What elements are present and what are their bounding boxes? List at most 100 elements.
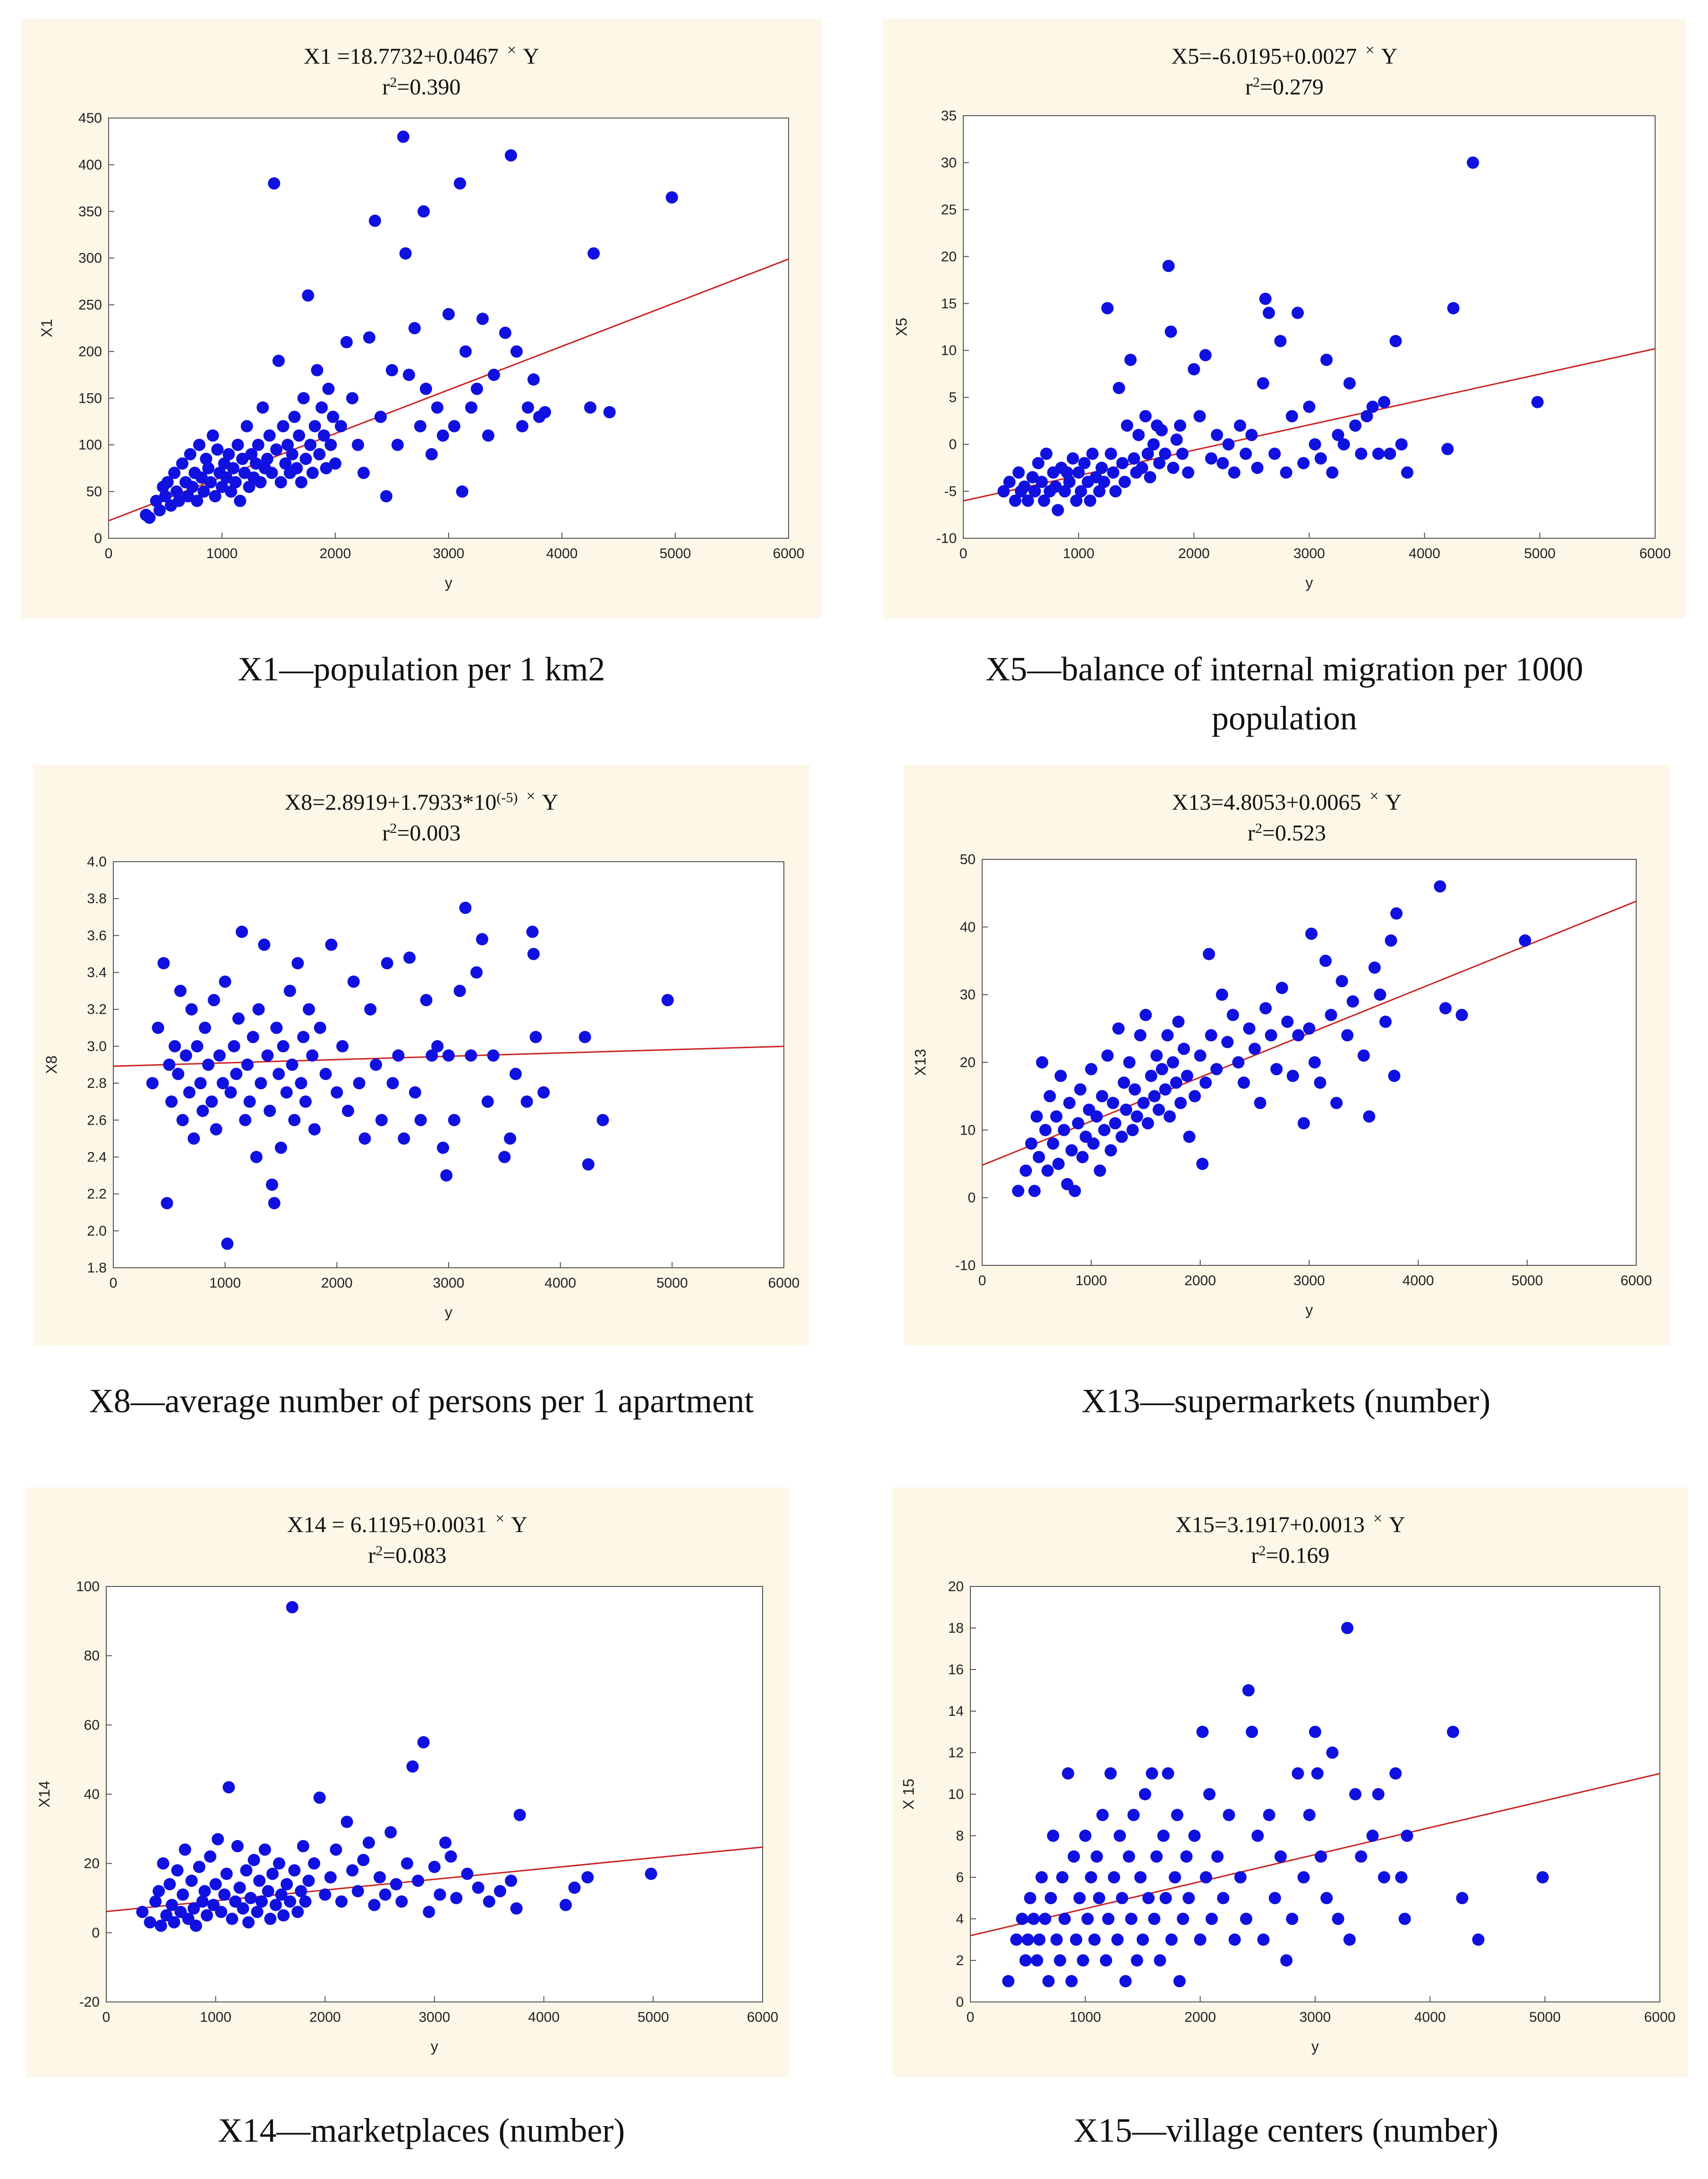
- data-point: [417, 205, 430, 218]
- data-point: [166, 1899, 178, 1911]
- data-point: [233, 1882, 246, 1894]
- y-tick-label: -20: [79, 1994, 100, 2010]
- data-point: [200, 452, 212, 465]
- data-point: [1257, 1933, 1270, 1946]
- data-point: [1314, 1077, 1326, 1089]
- data-point: [297, 1840, 309, 1852]
- x-tick-label: 2000: [309, 2009, 341, 2025]
- data-point: [1303, 1022, 1316, 1035]
- data-point: [1100, 1954, 1113, 1967]
- data-point: [1050, 1110, 1062, 1123]
- data-point: [1096, 1809, 1109, 1821]
- data-point: [1215, 988, 1228, 1001]
- data-point: [433, 1888, 446, 1901]
- data-point: [1162, 1767, 1174, 1780]
- data-point: [1113, 1830, 1126, 1842]
- data-point: [529, 1031, 542, 1043]
- data-point: [1309, 438, 1321, 451]
- x-tick-label: 1000: [209, 1275, 241, 1291]
- data-point: [1111, 1933, 1124, 1946]
- data-point: [1378, 1871, 1390, 1883]
- data-point: [185, 1003, 198, 1016]
- data-point: [527, 948, 540, 960]
- data-point: [1305, 927, 1318, 940]
- data-point: [1379, 1016, 1392, 1028]
- data-point: [1070, 1933, 1082, 1946]
- data-point: [1130, 1954, 1143, 1967]
- data-point: [237, 1902, 249, 1915]
- data-point: [465, 401, 477, 414]
- x-tick-label: 5000: [637, 2009, 669, 2025]
- data-point: [234, 494, 246, 507]
- data-point: [184, 448, 196, 460]
- data-point: [380, 490, 392, 502]
- data-point: [351, 1885, 364, 1898]
- r-exponent: 2: [1255, 821, 1262, 836]
- data-point: [340, 1815, 353, 1828]
- data-point: [1058, 485, 1071, 498]
- data-point: [526, 925, 539, 938]
- data-point: [510, 345, 523, 358]
- data-point: [390, 1878, 402, 1891]
- data-point: [1240, 1913, 1252, 1925]
- y-tick-label: 3.4: [87, 965, 107, 981]
- data-point: [499, 326, 511, 339]
- data-point: [1238, 1077, 1250, 1089]
- data-point: [1303, 1809, 1316, 1821]
- data-point: [1069, 1185, 1081, 1197]
- data-point: [283, 984, 296, 997]
- data-point: [191, 494, 204, 507]
- multiply-sign: ×: [495, 1510, 504, 1527]
- data-point: [1119, 1975, 1132, 1987]
- data-point: [265, 466, 278, 479]
- data-point: [250, 457, 262, 470]
- data-point: [299, 1095, 312, 1108]
- data-point: [1028, 1185, 1041, 1197]
- y-tick-label: 0: [968, 1190, 976, 1206]
- data-point: [286, 1059, 298, 1071]
- data-point: [261, 452, 273, 465]
- y-tick-label: 400: [78, 157, 102, 173]
- data-point: [230, 1068, 243, 1080]
- r-exponent: 2: [375, 1543, 382, 1559]
- data-point: [152, 1021, 164, 1034]
- data-point: [220, 1867, 233, 1880]
- x-axis-label: y: [445, 1304, 452, 1321]
- data-point: [381, 957, 393, 969]
- data-point: [1519, 934, 1531, 947]
- x-tick-label: 2000: [1184, 1273, 1216, 1289]
- chart-r-squared: r2=0.390: [382, 75, 460, 100]
- data-point: [560, 1899, 572, 1911]
- data-point: [1142, 1892, 1155, 1904]
- data-point: [510, 1068, 522, 1080]
- x-tick-label: 3000: [1293, 546, 1325, 561]
- chart-equation: X8=2.8919+1.7933*10(-5) × Y: [285, 788, 559, 815]
- y-axis-label: X8: [43, 1055, 60, 1074]
- data-point: [357, 1854, 370, 1866]
- data-point: [1467, 156, 1479, 169]
- data-point: [1292, 1767, 1304, 1780]
- data-point: [1052, 1158, 1065, 1170]
- data-point: [1341, 1029, 1354, 1042]
- y-tick-label: 0: [949, 437, 957, 452]
- data-point: [302, 1874, 315, 1887]
- data-point: [1039, 1124, 1052, 1136]
- x-tick-label: 4000: [1414, 2009, 1446, 2025]
- data-point: [1314, 452, 1327, 465]
- data-point: [1384, 448, 1396, 460]
- data-point: [442, 1049, 455, 1062]
- data-point: [189, 1919, 202, 1932]
- data-point: [1085, 1871, 1097, 1883]
- data-point: [1152, 1103, 1165, 1116]
- data-point: [270, 1021, 283, 1034]
- data-point: [1086, 448, 1099, 460]
- data-point: [1228, 1933, 1241, 1946]
- y-tick-label: 50: [960, 852, 976, 867]
- data-point: [476, 933, 488, 946]
- y-tick-label: 0: [956, 1994, 964, 2010]
- data-point: [1115, 1130, 1128, 1143]
- data-point: [157, 957, 170, 969]
- y-tick-label: 2.4: [87, 1149, 107, 1165]
- y-tick-label: 12: [948, 1745, 964, 1761]
- data-point: [1061, 466, 1073, 479]
